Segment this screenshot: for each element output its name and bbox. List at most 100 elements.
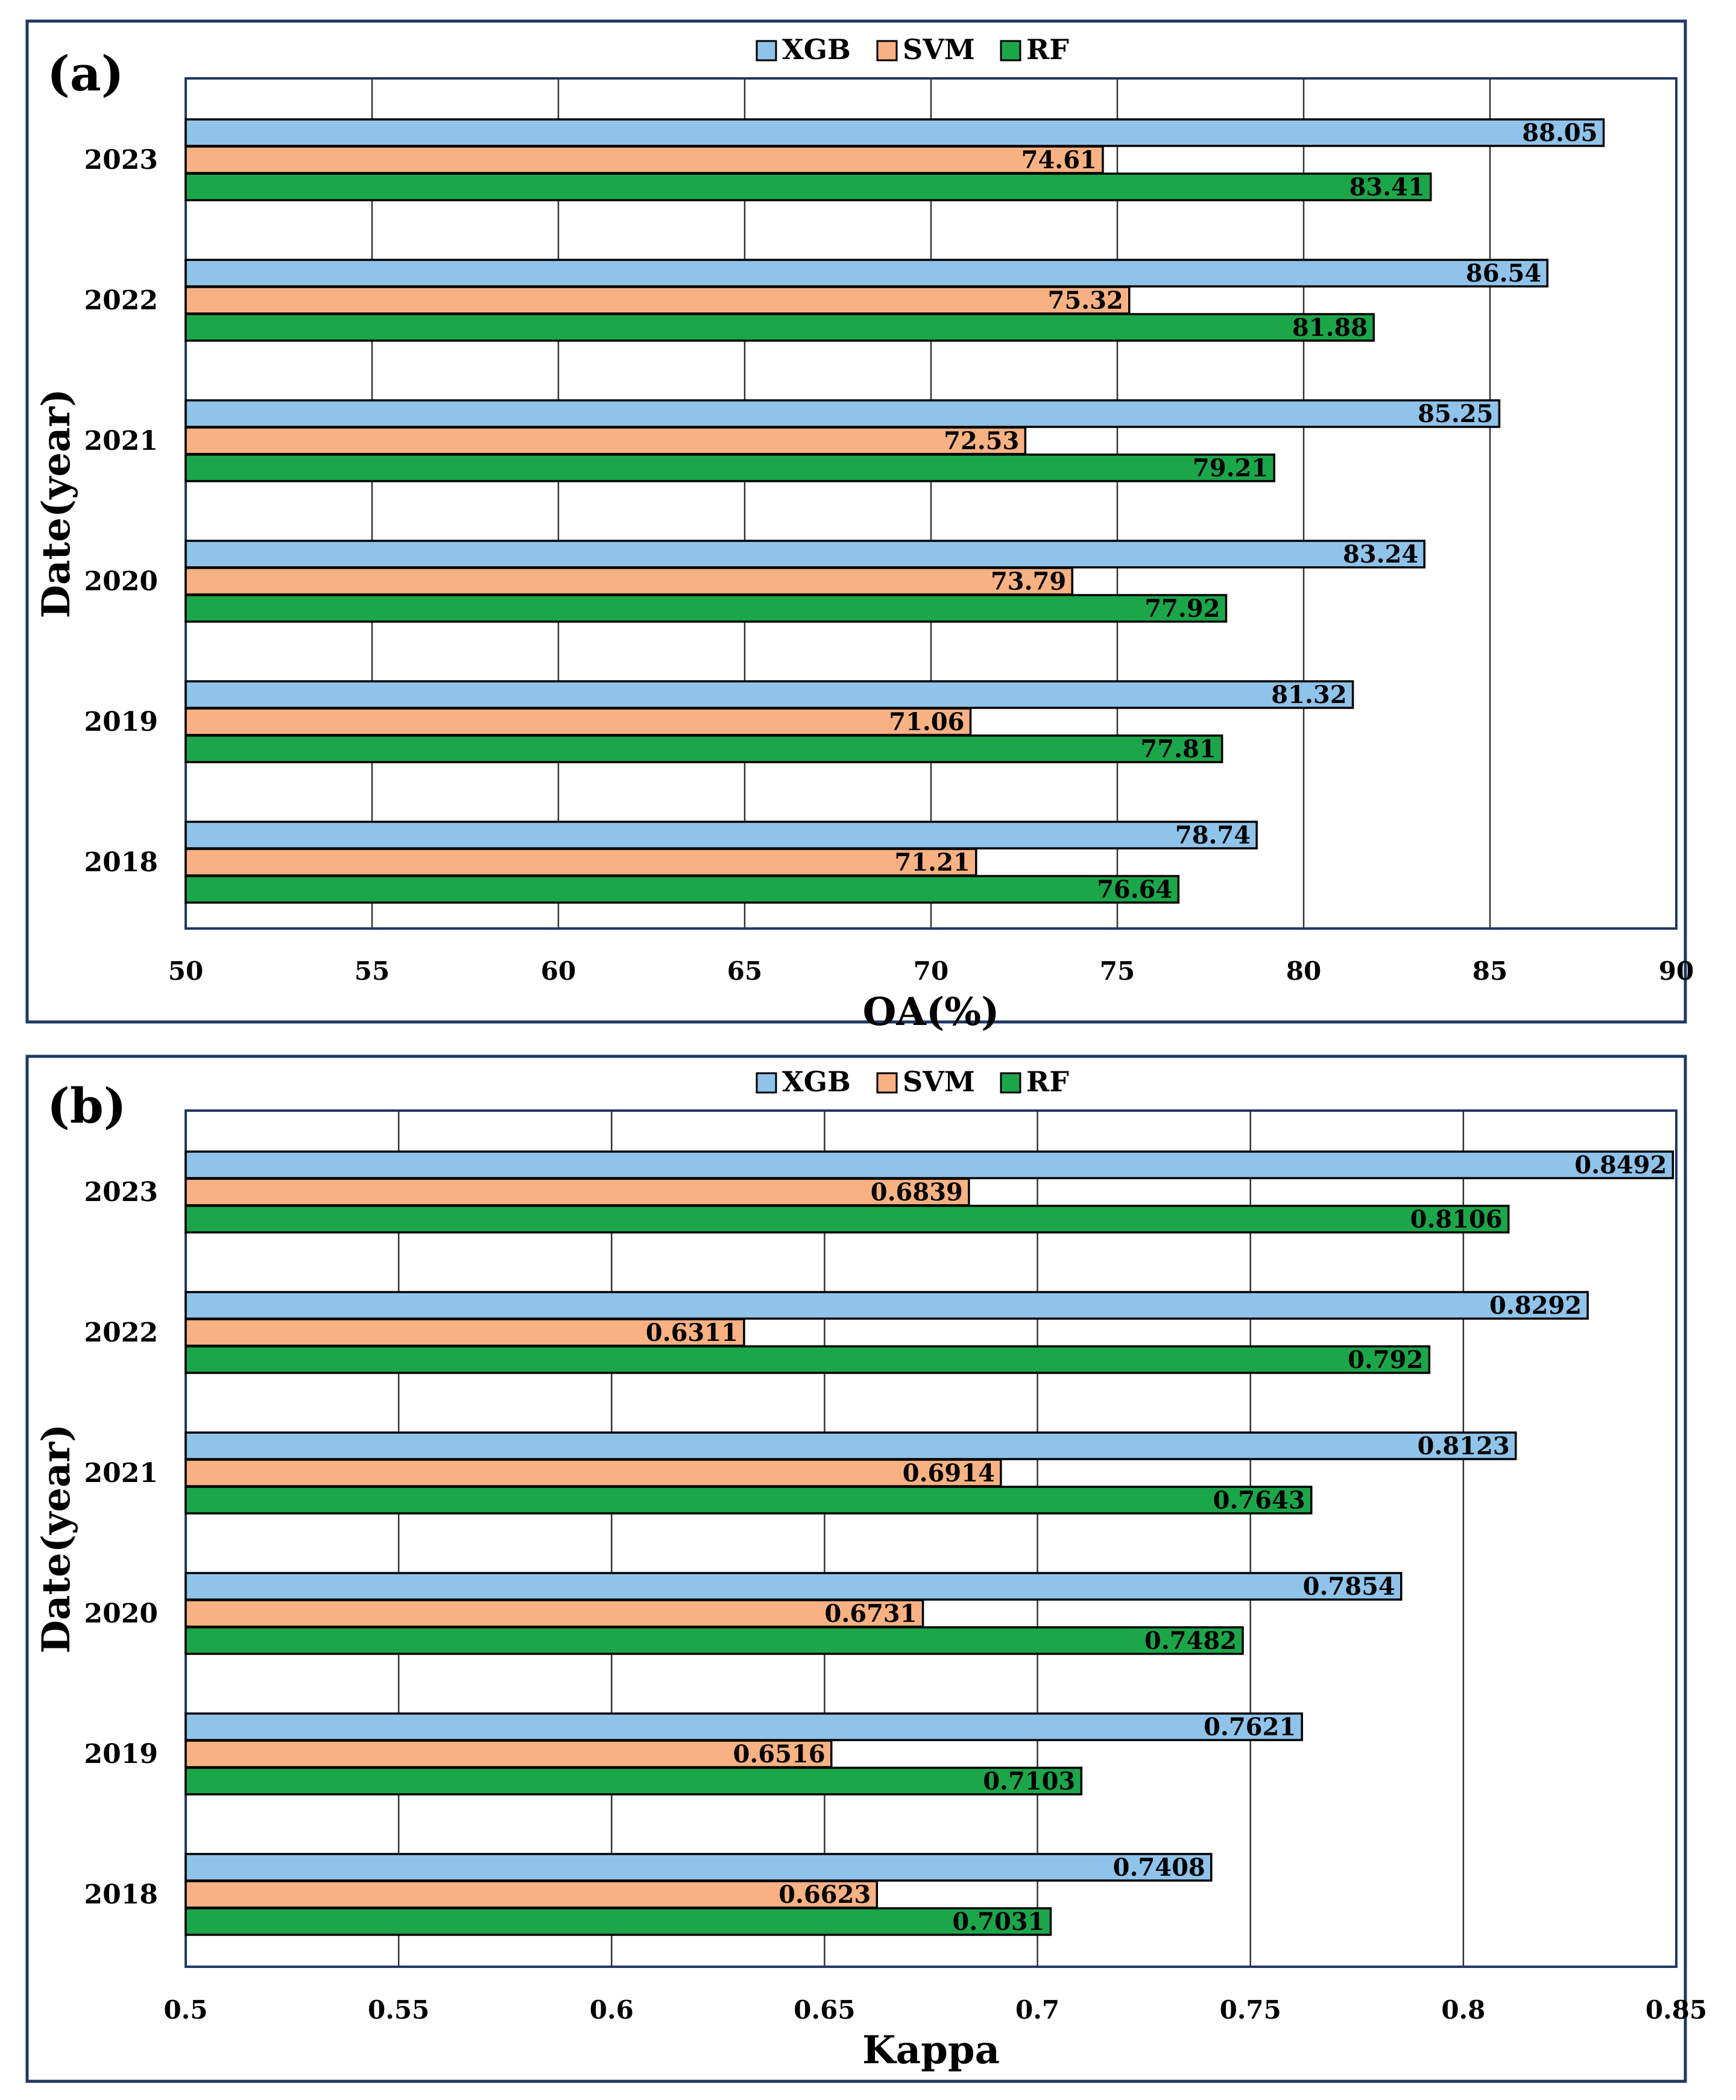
bar-rf-2023	[185, 172, 1432, 201]
y-category-label: 2021	[84, 426, 158, 456]
x-tick-label: 0.5	[163, 1995, 207, 2025]
x-tick-label: 85	[1472, 956, 1507, 986]
legend-label-rf: RF	[1026, 33, 1069, 66]
panel-letter: (a)	[47, 45, 124, 102]
data-label-xgb-2021: 85.25	[1418, 400, 1493, 428]
data-label-rf-2021: 0.7643	[1213, 1486, 1305, 1515]
panel-frame	[25, 19, 1687, 1024]
data-label-rf-2018: 76.64	[1097, 875, 1172, 904]
data-label-svm-2022: 0.6311	[646, 1319, 738, 1347]
data-label-xgb-2019: 0.7621	[1204, 1713, 1296, 1741]
x-tick-label: 0.75	[1220, 1995, 1281, 2025]
panel-letter: (b)	[47, 1077, 127, 1134]
bar-svm-2022	[185, 1318, 745, 1347]
legend-swatch-svm	[876, 1072, 898, 1094]
bar-svm-2018	[185, 848, 977, 877]
y-category-label: 2022	[84, 1317, 158, 1348]
y-category-label: 2022	[84, 285, 158, 316]
panel-b: (b) 0.5 0.55 0.6 0.65 0.7 0.75 0.8 0.85 Kappa Date…	[25, 1055, 1707, 2083]
data-label-svm-2018: 0.6623	[778, 1881, 871, 1909]
x-tick-label: 80	[1286, 956, 1321, 986]
legend-label-xgb: XGB	[782, 1065, 851, 1098]
bar-svm-2020	[185, 1599, 924, 1628]
bar-xgb-2022	[185, 259, 1548, 288]
bar-rf-2019	[185, 1767, 1083, 1796]
x-tick-label: 65	[727, 956, 762, 986]
bar-rf-2020	[185, 594, 1228, 623]
x-axis-title: OA(%)	[863, 989, 1000, 1035]
data-label-svm-2020: 73.79	[991, 567, 1066, 596]
x-tick-label: 0.65	[794, 1995, 855, 2025]
data-label-svm-2022: 75.32	[1048, 286, 1123, 315]
data-label-rf-2023: 0.8106	[1410, 1205, 1503, 1234]
x-tick-label: 0.85	[1646, 1995, 1707, 2025]
data-label-xgb-2020: 83.24	[1343, 540, 1418, 569]
panel-a: (a) 50 55 60 65 70 75 80 85 90 OA(%) Date(year) XGB S…	[25, 19, 1694, 1035]
legend-swatch-rf	[1000, 1072, 1021, 1094]
bar-svm-2020	[185, 567, 1073, 596]
legend-swatch-xgb	[756, 1072, 777, 1094]
x-tick-label: 0.6	[590, 1995, 634, 2025]
data-label-svm-2018: 71.21	[895, 848, 970, 877]
data-label-rf-2020: 77.92	[1144, 594, 1220, 623]
bar-svm-2022	[185, 286, 1131, 315]
bar-rf-2018	[185, 875, 1180, 904]
bar-rf-2020	[185, 1626, 1244, 1655]
x-tick-label: 70	[914, 956, 948, 986]
bar-xgb-2020	[185, 1572, 1403, 1601]
data-label-svm-2021: 0.6914	[903, 1459, 995, 1487]
bar-xgb-2018	[185, 1853, 1213, 1882]
data-label-rf-2019: 77.81	[1140, 735, 1216, 763]
legend-label-svm: SVM	[903, 33, 975, 66]
x-tick-label: 50	[168, 956, 203, 986]
bar-svm-2018	[185, 1880, 879, 1909]
bar-rf-2021	[185, 453, 1275, 482]
data-label-rf-2022: 81.88	[1292, 314, 1368, 342]
bar-svm-2019	[185, 707, 972, 736]
bar-xgb-2021	[185, 399, 1501, 428]
x-axis-title: Kappa	[862, 2028, 1000, 2073]
data-label-rf-2019: 0.7103	[983, 1767, 1075, 1796]
bar-svm-2023	[185, 145, 1104, 174]
data-label-svm-2021: 72.53	[944, 427, 1019, 455]
data-label-svm-2023: 0.6839	[871, 1178, 963, 1206]
data-label-xgb-2021: 0.8123	[1418, 1432, 1510, 1460]
bar-svm-2021	[185, 426, 1027, 455]
y-category-label: 2023	[84, 1177, 158, 1208]
data-label-rf-2020: 0.7482	[1144, 1627, 1237, 1655]
bar-rf-2022	[185, 1345, 1431, 1374]
data-label-xgb-2023: 88.05	[1522, 119, 1597, 147]
bar-rf-2018	[185, 1907, 1052, 1936]
y-axis-title: Date(year)	[34, 1424, 79, 1654]
y-category-label: 2020	[84, 566, 158, 597]
y-category-label: 2018	[84, 847, 158, 878]
x-tick-label: 75	[1100, 956, 1135, 986]
y-category-label: 2020	[84, 1598, 158, 1629]
x-tick-label: 60	[541, 956, 576, 986]
bar-rf-2023	[185, 1205, 1510, 1234]
data-label-xgb-2018: 78.74	[1175, 821, 1251, 850]
legend-label-rf: RF	[1026, 1065, 1069, 1098]
data-label-rf-2018: 0.7031	[952, 1908, 1044, 1936]
data-label-svm-2019: 0.6516	[733, 1740, 825, 1768]
bar-xgb-2019	[185, 680, 1354, 709]
data-label-rf-2021: 79.21	[1193, 454, 1268, 482]
y-category-label: 2021	[84, 1458, 158, 1489]
y-category-label: 2018	[84, 1879, 158, 1910]
data-label-xgb-2022: 0.8292	[1489, 1291, 1582, 1320]
bar-svm-2021	[185, 1458, 1002, 1487]
bar-rf-2019	[185, 734, 1223, 763]
data-label-rf-2023: 83.41	[1349, 173, 1424, 201]
y-category-label: 2019	[84, 1739, 158, 1770]
legend-swatch-xgb	[756, 40, 777, 61]
data-label-rf-2022: 0.792	[1348, 1346, 1423, 1374]
x-tick-label: 0.8	[1441, 1995, 1485, 2025]
legend-label-xgb: XGB	[782, 33, 851, 66]
legend-swatch-svm	[876, 40, 898, 61]
bar-rf-2022	[185, 313, 1375, 342]
y-category-label: 2023	[84, 145, 158, 175]
data-label-xgb-2022: 86.54	[1466, 259, 1541, 288]
x-tick-label: 0.7	[1015, 1995, 1059, 2025]
y-category-label: 2019	[84, 707, 158, 737]
